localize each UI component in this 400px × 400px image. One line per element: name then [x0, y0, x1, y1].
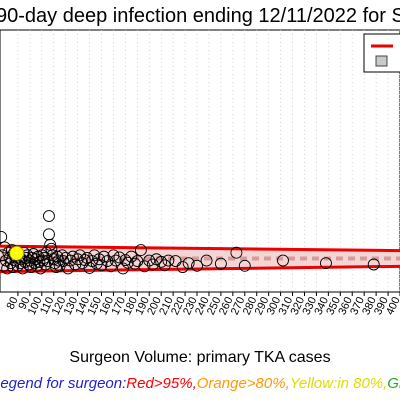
data-point [200, 254, 213, 267]
data-point [64, 254, 77, 267]
legend-note-lead: Legend for surgeon: [0, 375, 127, 392]
data-point [214, 257, 227, 270]
data-point [0, 259, 10, 272]
highlighted-surgeon-point [9, 245, 25, 261]
data-point [34, 262, 47, 275]
data-point [62, 262, 75, 275]
data-point [7, 261, 20, 274]
data-point [191, 259, 203, 272]
data-point [16, 262, 29, 275]
data-point [176, 261, 189, 274]
data-point [128, 257, 141, 270]
legend-band-swatch [375, 55, 388, 67]
data-point [320, 257, 332, 270]
data-point [107, 249, 120, 262]
chart-title: 90-day deep infection ending 12/11/2022 … [0, 5, 400, 27]
data-point [74, 249, 86, 262]
upper-limit-line [0, 244, 400, 253]
legend-note-green: Green<80 [387, 375, 400, 392]
data-point [29, 253, 42, 266]
data-point [43, 210, 55, 222]
lower-limit-line [0, 264, 400, 274]
x-axis-label: Surgeon Volume: primary TKA cases [69, 349, 331, 366]
data-point [182, 257, 195, 270]
legend-note-red: Red>95%, [126, 375, 197, 392]
data-point [0, 231, 8, 243]
data-point [230, 246, 243, 259]
data-point [88, 249, 101, 262]
data-point [155, 255, 168, 268]
data-point [162, 254, 175, 267]
data-point [69, 258, 82, 271]
data-point [109, 254, 122, 267]
data-point [40, 246, 53, 259]
data-point [367, 258, 380, 271]
x-tick-label: 80 [5, 295, 21, 311]
data-point [169, 255, 182, 268]
legend-note-orange: Orange>80%, [196, 375, 290, 392]
data-point [238, 259, 251, 272]
data-point [97, 250, 110, 263]
data-point [71, 253, 84, 266]
data-point [134, 244, 147, 257]
data-point [121, 256, 134, 269]
legend-note-yellow: Yellow:in 80%, [289, 375, 388, 392]
data-point [95, 259, 108, 272]
data-point [125, 250, 138, 263]
data-point [83, 261, 96, 274]
data-point [38, 251, 51, 264]
data-point [277, 254, 289, 267]
x-tick-label: 90 [17, 295, 33, 311]
legend-note: Legend for surgeon:Red>95%,Orange>80%,Ye… [0, 372, 400, 396]
data-point [143, 254, 156, 267]
data-point [113, 251, 126, 264]
